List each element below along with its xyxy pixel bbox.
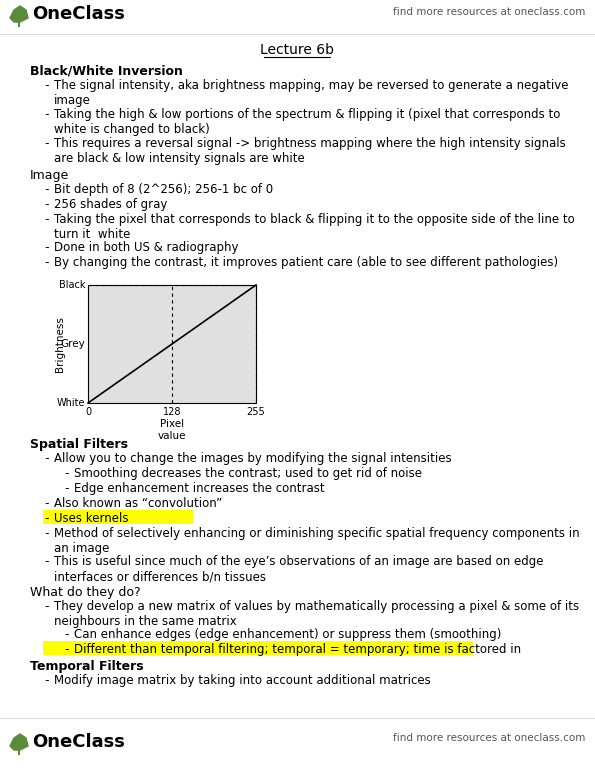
Polygon shape: [10, 734, 28, 750]
Text: Edge enhancement increases the contrast: Edge enhancement increases the contrast: [74, 482, 325, 495]
Text: Smoothing decreases the contrast; used to get rid of noise: Smoothing decreases the contrast; used t…: [74, 467, 422, 480]
Text: This requires a reversal signal -> brightness mapping where the high intensity s: This requires a reversal signal -> brigh…: [54, 137, 566, 165]
Text: find more resources at oneclass.com: find more resources at oneclass.com: [393, 733, 585, 743]
Text: Different than temporal filtering; temporal = temporary; time is factored in: Different than temporal filtering; tempo…: [74, 643, 521, 656]
Text: Black/White Inversion: Black/White Inversion: [30, 64, 183, 77]
Text: 128: 128: [163, 407, 181, 417]
Text: -: -: [44, 452, 49, 465]
Text: Image: Image: [30, 169, 69, 182]
Text: -: -: [44, 198, 49, 211]
Text: They develop a new matrix of values by mathematically processing a pixel & some : They develop a new matrix of values by m…: [54, 600, 579, 628]
Text: Taking the pixel that corresponds to black & flipping it to the opposite side of: Taking the pixel that corresponds to bla…: [54, 213, 575, 241]
Text: Can enhance edges (edge enhancement) or suppress them (smoothing): Can enhance edges (edge enhancement) or …: [74, 628, 502, 641]
Text: OneClass: OneClass: [32, 733, 125, 751]
Text: This is useful since much of the eye’s observations of an image are based on edg: This is useful since much of the eye’s o…: [54, 555, 543, 583]
Text: White: White: [57, 398, 85, 408]
Text: Taking the high & low portions of the spectrum & flipping it (pixel that corresp: Taking the high & low portions of the sp…: [54, 108, 560, 136]
Text: By changing the contrast, it improves patient care (able to see different pathol: By changing the contrast, it improves pa…: [54, 256, 558, 269]
Text: -: -: [64, 467, 68, 480]
Text: -: -: [44, 108, 49, 121]
Text: -: -: [44, 674, 49, 687]
Text: What do they do?: What do they do?: [30, 586, 140, 599]
Text: Also known as “convolution”: Also known as “convolution”: [54, 497, 223, 510]
Bar: [88, 285, 256, 403]
Text: Done in both US & radiography: Done in both US & radiography: [54, 241, 239, 254]
Text: The signal intensity, aka brightness mapping, may be reversed to generate a nega: The signal intensity, aka brightness map…: [54, 79, 568, 107]
Text: -: -: [44, 213, 49, 226]
Text: find more resources at oneclass.com: find more resources at oneclass.com: [393, 7, 585, 17]
Text: Lecture 6b: Lecture 6b: [260, 43, 334, 57]
Text: Modify image matrix by taking into account additional matrices: Modify image matrix by taking into accou…: [54, 674, 431, 687]
Text: -: -: [44, 137, 49, 150]
Text: -: -: [64, 643, 68, 656]
Text: Black: Black: [58, 280, 85, 290]
Text: Method of selectively enhancing or diminishing specific spatial frequency compon: Method of selectively enhancing or dimin…: [54, 527, 580, 555]
Text: -: -: [44, 183, 49, 196]
Text: -: -: [44, 512, 49, 525]
Bar: [43, 641, 473, 655]
Text: -: -: [64, 628, 68, 641]
Text: Pixel
value: Pixel value: [158, 419, 186, 440]
Text: Brightness: Brightness: [55, 316, 65, 372]
Text: Grey: Grey: [60, 339, 85, 349]
Text: -: -: [64, 482, 68, 495]
Text: Bit depth of 8 (2^256); 256-1 bc of 0: Bit depth of 8 (2^256); 256-1 bc of 0: [54, 183, 273, 196]
Bar: [43, 510, 193, 524]
Text: -: -: [44, 256, 49, 269]
Text: -: -: [44, 241, 49, 254]
Text: -: -: [44, 527, 49, 540]
Text: 255: 255: [246, 407, 265, 417]
Text: Spatial Filters: Spatial Filters: [30, 438, 128, 451]
Text: -: -: [44, 79, 49, 92]
Text: 256 shades of gray: 256 shades of gray: [54, 198, 167, 211]
Text: Temporal Filters: Temporal Filters: [30, 660, 143, 673]
Text: -: -: [44, 497, 49, 510]
Text: OneClass: OneClass: [32, 5, 125, 23]
Text: Allow you to change the images by modifying the signal intensities: Allow you to change the images by modify…: [54, 452, 452, 465]
Polygon shape: [10, 6, 28, 22]
Text: -: -: [44, 555, 49, 568]
Text: -: -: [44, 600, 49, 613]
Text: Uses kernels: Uses kernels: [54, 512, 129, 525]
Text: 0: 0: [85, 407, 91, 417]
